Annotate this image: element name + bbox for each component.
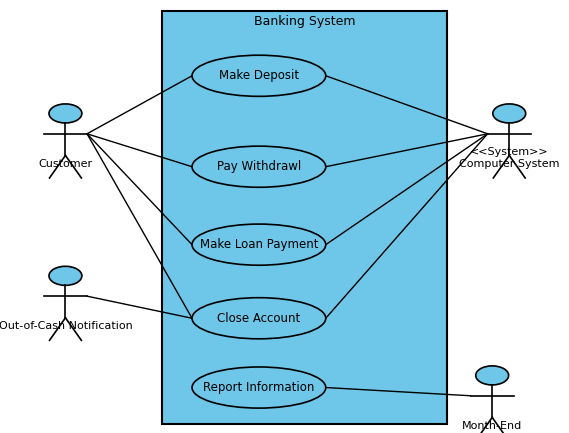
Ellipse shape	[192, 224, 325, 265]
Ellipse shape	[49, 266, 82, 285]
Ellipse shape	[476, 366, 509, 385]
Text: Close Account: Close Account	[217, 312, 300, 325]
Ellipse shape	[192, 146, 325, 187]
Text: Out-of-Cash Notification: Out-of-Cash Notification	[0, 321, 133, 331]
Ellipse shape	[49, 104, 82, 123]
Text: <<System>>
Computer System: <<System>> Computer System	[459, 147, 559, 169]
Text: Pay Withdrawl: Pay Withdrawl	[217, 160, 301, 173]
Ellipse shape	[493, 104, 526, 123]
Ellipse shape	[192, 298, 325, 339]
Text: Make Deposit: Make Deposit	[219, 69, 299, 82]
FancyBboxPatch shape	[162, 11, 447, 424]
Text: Month-End: Month-End	[462, 421, 522, 431]
Ellipse shape	[192, 55, 325, 97]
Ellipse shape	[192, 367, 325, 408]
Text: Make Loan Payment: Make Loan Payment	[200, 238, 318, 251]
Text: Report Information: Report Information	[203, 381, 315, 394]
Text: Banking System: Banking System	[254, 15, 355, 28]
Text: Customer: Customer	[38, 159, 93, 169]
